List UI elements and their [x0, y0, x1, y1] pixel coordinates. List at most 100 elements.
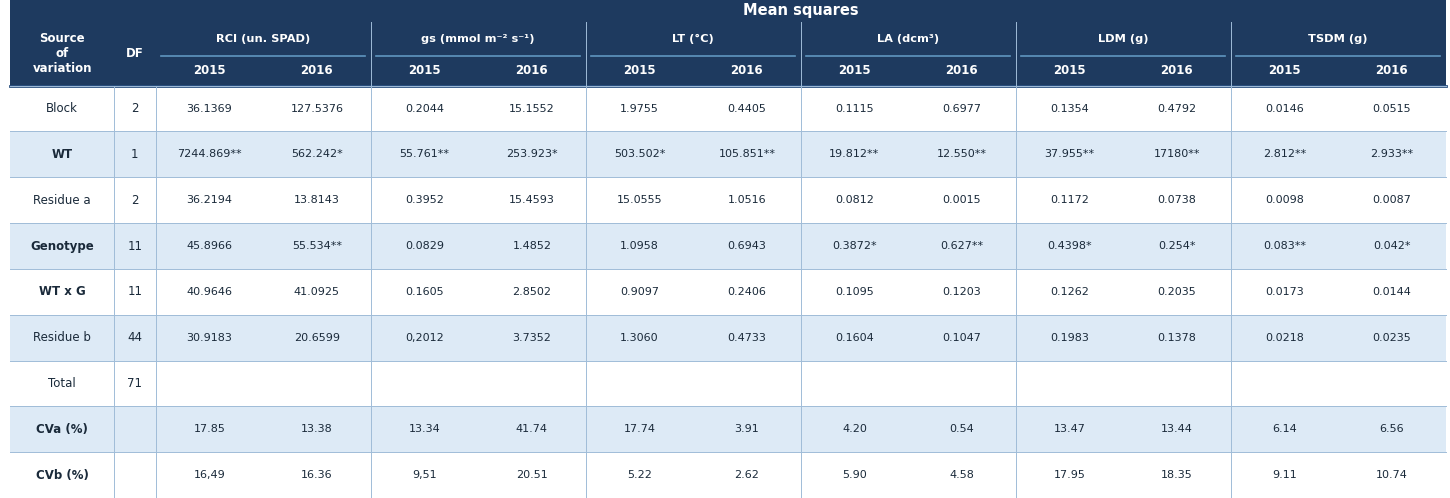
Text: 0.9097: 0.9097 [621, 287, 658, 297]
Text: 253.923*: 253.923* [506, 149, 558, 159]
Text: 17180**: 17180** [1154, 149, 1201, 159]
Text: 0.0515: 0.0515 [1373, 104, 1411, 114]
Text: 71: 71 [128, 377, 142, 390]
Text: 0.254*: 0.254* [1159, 241, 1196, 251]
Text: 0.0146: 0.0146 [1264, 104, 1304, 114]
Text: CVb (%): CVb (%) [36, 469, 88, 482]
Text: 0.627**: 0.627** [941, 241, 983, 251]
Text: 0.1095: 0.1095 [835, 287, 874, 297]
Text: CVa (%): CVa (%) [36, 423, 88, 436]
Text: 40.9646: 40.9646 [187, 287, 232, 297]
Text: 2016: 2016 [945, 64, 979, 77]
Bar [586, 22, 800, 56]
Text: 2.8502: 2.8502 [512, 287, 551, 297]
Text: Source
of
variation: Source of variation [32, 32, 91, 75]
Text: 7244.869**: 7244.869** [177, 149, 242, 159]
Text: 0.3872*: 0.3872* [832, 241, 877, 251]
Text: 0.1262: 0.1262 [1050, 287, 1089, 297]
Text: 1.0958: 1.0958 [621, 241, 658, 251]
Text: 17.74: 17.74 [624, 424, 655, 434]
Text: 3.91: 3.91 [735, 424, 760, 434]
Bar [10, 315, 1446, 361]
Text: Residue b: Residue b [33, 331, 91, 344]
Text: 0.0173: 0.0173 [1264, 287, 1304, 297]
Bar [155, 22, 371, 56]
Bar [1015, 22, 1231, 56]
Bar [10, 361, 1446, 406]
Bar [1231, 56, 1338, 86]
Text: 0.1203: 0.1203 [942, 287, 982, 297]
Text: 55.534**: 55.534** [291, 241, 342, 251]
Text: 105.851**: 105.851** [718, 149, 776, 159]
Text: WT x G: WT x G [39, 285, 86, 298]
Text: 17.85: 17.85 [193, 424, 225, 434]
Text: 37.955**: 37.955** [1044, 149, 1095, 159]
Text: 0.0738: 0.0738 [1157, 195, 1196, 205]
Text: LA (dcm³): LA (dcm³) [877, 34, 940, 44]
Text: 6.56: 6.56 [1379, 424, 1404, 434]
Text: 0.0829: 0.0829 [405, 241, 444, 251]
Text: 17.95: 17.95 [1054, 470, 1086, 480]
Bar [800, 56, 908, 86]
Bar [908, 56, 1015, 86]
Text: 0.1047: 0.1047 [942, 333, 982, 343]
Bar [10, 223, 1446, 269]
Text: 20.6599: 20.6599 [294, 333, 339, 343]
Text: 0.6977: 0.6977 [942, 104, 982, 114]
Text: 11: 11 [128, 285, 142, 298]
Bar [264, 56, 371, 86]
Text: 0.2035: 0.2035 [1157, 287, 1196, 297]
Text: 1.3060: 1.3060 [621, 333, 658, 343]
Bar [155, 0, 1446, 22]
Text: 0.4733: 0.4733 [728, 333, 767, 343]
Text: 13.44: 13.44 [1161, 424, 1193, 434]
Text: LDM (g): LDM (g) [1098, 34, 1148, 44]
Text: 4.20: 4.20 [842, 424, 867, 434]
Text: 3.7352: 3.7352 [512, 333, 551, 343]
Bar [10, 406, 1446, 452]
Text: 1.9755: 1.9755 [621, 104, 658, 114]
Text: 2015: 2015 [1053, 64, 1086, 77]
Bar [1338, 56, 1446, 86]
Bar [10, 452, 1446, 498]
Bar [10, 131, 1446, 177]
Text: 16.36: 16.36 [302, 470, 332, 480]
Text: 0.1172: 0.1172 [1050, 195, 1089, 205]
Text: 2.933**: 2.933** [1370, 149, 1414, 159]
Text: RCI (un. SPAD): RCI (un. SPAD) [216, 34, 310, 44]
Text: 19.812**: 19.812** [829, 149, 880, 159]
Text: 12.550**: 12.550** [937, 149, 987, 159]
Bar [1231, 22, 1446, 56]
Text: 0.1115: 0.1115 [835, 104, 874, 114]
Text: Residue a: Residue a [33, 194, 91, 207]
Text: 0.0015: 0.0015 [942, 195, 982, 205]
Text: 2016: 2016 [1376, 64, 1408, 77]
Text: 562.242*: 562.242* [291, 149, 342, 159]
Text: 20.51: 20.51 [516, 470, 548, 480]
Text: 0.4398*: 0.4398* [1047, 241, 1092, 251]
Bar [478, 56, 586, 86]
Text: 5.90: 5.90 [842, 470, 867, 480]
Text: 0.0235: 0.0235 [1373, 333, 1411, 343]
Text: 0.0144: 0.0144 [1373, 287, 1411, 297]
Text: 45.8966: 45.8966 [187, 241, 232, 251]
Text: 0.0812: 0.0812 [835, 195, 874, 205]
Text: 13.38: 13.38 [302, 424, 334, 434]
Text: Total: Total [48, 377, 75, 390]
Text: 9,51: 9,51 [412, 470, 436, 480]
Text: 0.0098: 0.0098 [1264, 195, 1304, 205]
Bar [10, 86, 1446, 131]
Text: 0.2406: 0.2406 [728, 287, 767, 297]
Text: 0.1983: 0.1983 [1050, 333, 1089, 343]
Bar [10, 0, 155, 22]
Text: 15.4593: 15.4593 [509, 195, 555, 205]
Text: 41.0925: 41.0925 [294, 287, 339, 297]
Text: 0.54: 0.54 [950, 424, 974, 434]
Text: gs (mmol m⁻² s⁻¹): gs (mmol m⁻² s⁻¹) [422, 34, 535, 44]
Text: 2: 2 [130, 102, 139, 115]
Bar [1124, 56, 1231, 86]
Text: 11: 11 [128, 240, 142, 252]
Text: 9.11: 9.11 [1272, 470, 1296, 480]
Bar [1015, 56, 1124, 86]
Text: TSDM (g): TSDM (g) [1308, 34, 1367, 44]
